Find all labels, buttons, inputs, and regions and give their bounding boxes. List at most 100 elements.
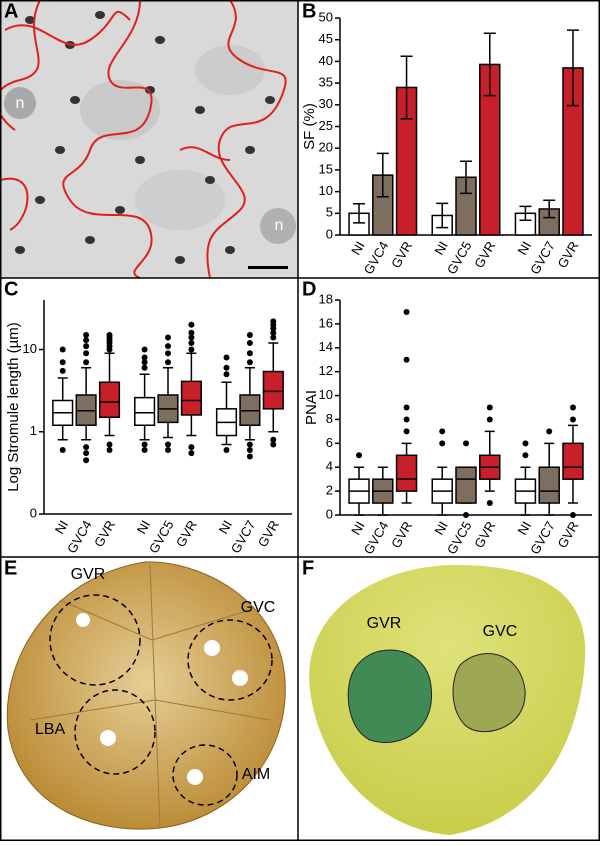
box — [134, 396, 156, 426]
outlier — [246, 340, 253, 347]
error-bar — [543, 199, 556, 219]
box — [562, 442, 584, 480]
outlier — [188, 340, 195, 347]
outlier — [356, 452, 363, 459]
outlier — [486, 500, 493, 507]
outlier — [188, 334, 195, 341]
outlier — [83, 332, 90, 339]
outlier — [246, 441, 253, 448]
x-tick-label: GVR — [554, 519, 581, 551]
y-tick-label: 1 — [30, 423, 37, 438]
outlier — [439, 428, 446, 435]
box — [395, 454, 418, 492]
y-tick-label: 0 — [30, 505, 37, 520]
x-tick-label: GVC5 — [444, 239, 475, 277]
micrograph: n n — [0, 0, 298, 278]
x-tick-label: GVR — [388, 239, 415, 271]
nucleus-label: n — [275, 217, 284, 234]
leaf-label: GVC — [241, 599, 276, 616]
y-tick-label: 18 — [319, 291, 333, 306]
leaf-e: GVR GVC LBA AIM — [0, 557, 298, 841]
box — [455, 466, 477, 504]
x-tick-label: GVR — [471, 519, 498, 551]
y-tick-label: 0 — [326, 506, 333, 521]
panel-letter: B — [302, 0, 316, 22]
y-tick-label: 12 — [319, 363, 333, 378]
box — [262, 370, 284, 410]
leaf-label: AIM — [242, 766, 270, 783]
x-tick-label: NI — [134, 518, 153, 537]
error-bar — [376, 152, 389, 198]
y-axis-label: Log Stromule length (µm) — [5, 322, 22, 492]
x-tick-label: GVC4 — [64, 518, 95, 556]
y-tick-label: 45 — [319, 31, 333, 46]
outlier — [188, 321, 195, 328]
outlier — [403, 428, 410, 435]
outlier — [165, 441, 171, 448]
y-tick-label: 0 — [326, 226, 333, 241]
outlier — [486, 416, 493, 423]
outlier — [270, 318, 277, 325]
y-tick-label: 20 — [319, 140, 333, 155]
outlier — [141, 447, 148, 454]
nucleus-label: n — [16, 95, 25, 112]
y-tick-label: 5 — [326, 205, 333, 220]
outlier — [270, 436, 277, 443]
leaf-label: GVC — [483, 623, 518, 640]
y-tick-label: 4 — [326, 459, 333, 474]
outlier — [59, 367, 66, 374]
x-tick-label: GVR — [388, 519, 415, 551]
outlier — [463, 440, 469, 447]
outlier — [83, 337, 90, 344]
outlier — [83, 350, 90, 357]
leaf-label: GVR — [367, 615, 402, 632]
outlier — [522, 452, 529, 459]
outlier — [141, 346, 148, 353]
outlier — [569, 512, 576, 518]
error-bar — [400, 55, 413, 120]
y-tick-label: 30 — [319, 96, 333, 111]
outlier — [463, 512, 469, 518]
x-tick-label: GVC5 — [444, 519, 475, 557]
panel-letter: D — [302, 278, 316, 300]
x-tick-label: GVC4 — [361, 239, 392, 277]
outlier — [223, 371, 230, 378]
outlier — [246, 447, 253, 454]
outlier — [522, 440, 529, 447]
y-tick-label: 25 — [319, 118, 333, 133]
box — [98, 381, 121, 419]
x-tick-label: NI — [348, 519, 367, 538]
outlier — [569, 404, 576, 411]
outlier — [569, 416, 576, 423]
outlier — [403, 416, 410, 423]
outlier — [83, 444, 90, 451]
x-tick-label: NI — [431, 519, 450, 538]
panel-letter: F — [302, 557, 314, 579]
x-tick-label: GVC7 — [527, 239, 558, 277]
y-tick-label: 2 — [326, 483, 333, 498]
outlier — [59, 447, 66, 454]
x-tick-label: NI — [515, 519, 534, 538]
x-tick-label: GVR — [173, 518, 200, 550]
y-tick-label: 10 — [23, 341, 37, 356]
y-tick-label: 14 — [319, 339, 333, 354]
x-tick-label: GVR — [255, 518, 282, 550]
x-tick-label: GVR — [554, 239, 581, 271]
outlier — [403, 404, 410, 411]
outlier — [403, 308, 410, 315]
error-bar — [353, 203, 366, 224]
leaf-label: GVR — [71, 566, 106, 583]
outlier — [246, 453, 253, 460]
outlier — [188, 450, 195, 457]
outlier — [486, 404, 493, 411]
y-tick-label: 50 — [319, 9, 333, 24]
outlier — [403, 356, 410, 363]
outlier — [223, 364, 230, 371]
error-bar — [519, 205, 532, 221]
x-tick-label: NI — [52, 518, 71, 537]
outlier — [83, 457, 90, 464]
outlier — [59, 346, 66, 353]
outlier — [546, 428, 553, 435]
outlier — [270, 334, 277, 341]
